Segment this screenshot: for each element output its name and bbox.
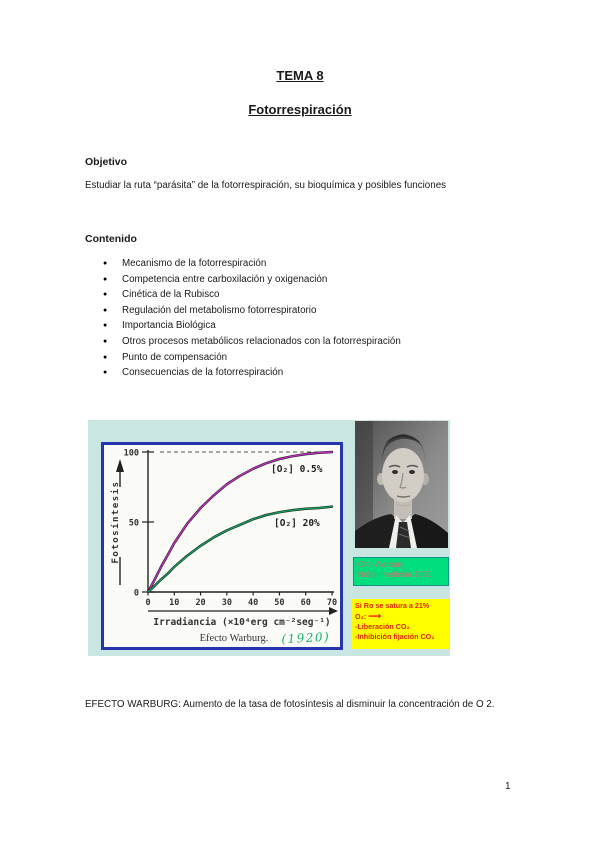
list-item-label: Importancia Biológica xyxy=(122,320,216,332)
note-box: Si Ro se satura a 21% O₂: ⟶ -Liberación … xyxy=(352,599,450,649)
list-item-label: Mecanismo de la fotorrespiración xyxy=(122,258,267,269)
svg-text:40: 40 xyxy=(248,598,258,608)
bullet-icon: ● xyxy=(103,353,108,361)
svg-text:100: 100 xyxy=(124,449,139,459)
list-item-label: Cinética de la Rubisco xyxy=(122,289,220,301)
warburg-chart: 0 50 100 0 10 20 30 40 50 60 70 Fotosíntesis Irradia… xyxy=(110,449,338,647)
svg-text:50: 50 xyxy=(274,598,284,608)
note-line: -Liberación CO₂ xyxy=(355,622,410,632)
red-arrow-icon: ⟶ xyxy=(368,610,381,621)
list-item: ● Consecuencias de la fotorrespiración xyxy=(103,367,401,383)
note-line: Si Ro se satura a 21% xyxy=(355,601,430,610)
svg-text:Irradiancia (×10⁴erg cm⁻²seg⁻¹: Irradiancia (×10⁴erg cm⁻²seg⁻¹) xyxy=(153,617,330,628)
bullet-icon: ● xyxy=(103,337,108,345)
svg-text:0: 0 xyxy=(145,598,150,608)
bullet-icon: ● xyxy=(103,369,108,377)
list-item: ● Importancia Biológica xyxy=(103,320,401,336)
contenido-list: ● Mecanismo de la fotorrespiración ● Compe… xyxy=(103,258,401,383)
doc-title: TEMA 8 xyxy=(276,68,324,83)
svg-text:0: 0 xyxy=(134,589,139,599)
caption-line: Otto Warburg: xyxy=(358,560,407,569)
bullet-icon: ● xyxy=(103,306,108,314)
contenido-heading: Contenido xyxy=(85,233,137,245)
warburg-caption-box: Otto Warburg: Nobel medicina 1931 xyxy=(353,557,449,586)
list-item-label: Otros procesos metabólicos relacionados … xyxy=(122,335,401,347)
bullet-icon: ● xyxy=(103,291,108,299)
list-item-label: Consecuencias de la fotorrespiración xyxy=(122,367,284,379)
svg-text:60: 60 xyxy=(301,598,311,608)
list-item: ● Regulación del metabolismo fotorrespira… xyxy=(103,305,401,321)
page-number: 1 xyxy=(505,781,511,792)
bullet-icon: ● xyxy=(103,260,108,267)
bullet-icon: ● xyxy=(103,322,108,330)
warburg-figure: 0 50 100 0 10 20 30 40 50 60 70 Fotosíntesis Irradia… xyxy=(88,420,450,656)
svg-text:70: 70 xyxy=(327,598,337,608)
bullet-icon: ● xyxy=(103,275,108,283)
svg-text:[O₂] 20%: [O₂] 20% xyxy=(274,518,320,529)
note-line: O₂: ⟶ xyxy=(355,610,381,621)
chart-frame: 0 50 100 0 10 20 30 40 50 60 70 Fotosíntesis Irradia… xyxy=(101,442,343,650)
svg-text:Efecto Warburg.: Efecto Warburg. xyxy=(200,633,269,644)
list-item: ● Competencia entre carboxilación y oxige… xyxy=(103,274,401,290)
svg-text:50: 50 xyxy=(129,519,139,529)
list-item: ● Otros procesos metabólicos relacionados… xyxy=(103,336,401,352)
list-item-label: Punto de compensación xyxy=(122,351,228,363)
svg-text:20: 20 xyxy=(195,598,205,608)
doc-subtitle: Fotorrespiración xyxy=(248,102,352,117)
list-item: ● Punto de compensación xyxy=(103,352,401,368)
portrait-image xyxy=(355,421,448,548)
list-item-label: Competencia entre carboxilación y oxigen… xyxy=(122,273,328,285)
otto-warburg-photo xyxy=(355,421,448,548)
svg-text:[O₂] 0.5%: [O₂] 0.5% xyxy=(271,464,323,475)
objetivo-heading: Objetivo xyxy=(85,156,128,168)
list-item: ● Mecanismo de la fotorrespiración xyxy=(103,258,401,274)
svg-text:10: 10 xyxy=(169,598,179,608)
svg-text:30: 30 xyxy=(222,598,232,608)
svg-text:(1920): (1920) xyxy=(281,630,331,647)
efecto-warburg-definition: EFECTO WARBURG: Aumento de la tasa de fo… xyxy=(85,699,495,710)
caption-line: Nobel medicina 1931 xyxy=(358,570,432,580)
list-item-label: Regulación del metabolismo fotorrespirat… xyxy=(122,304,317,316)
list-item: ● Cinética de la Rubisco xyxy=(103,289,401,305)
note-line: -Inhibición fijación CO₂ xyxy=(355,631,435,641)
objetivo-text: Estudiar la ruta “parásita” de la fotorr… xyxy=(85,180,447,191)
svg-text:Fotosíntesis: Fotosíntesis xyxy=(110,480,121,563)
